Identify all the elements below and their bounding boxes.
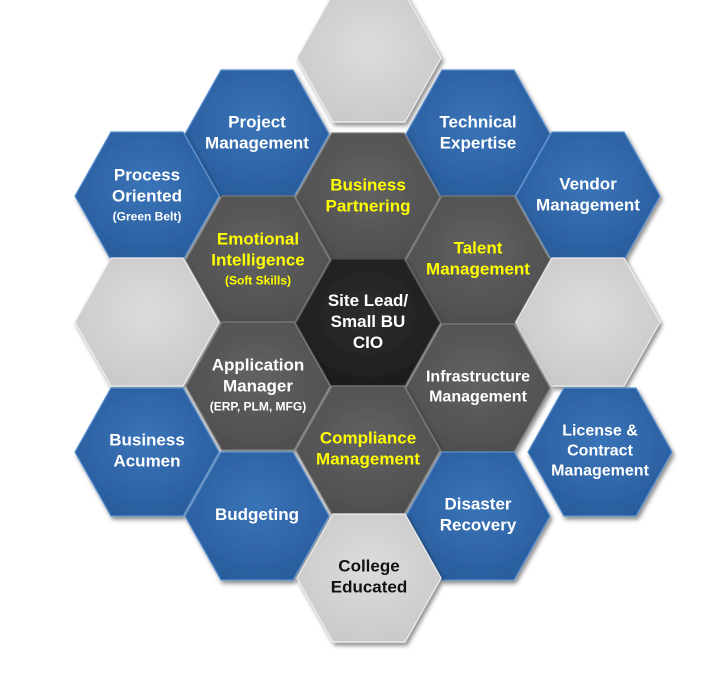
hexagon-sublabel: (Soft Skills) bbox=[225, 273, 291, 287]
hexagon-label-line: License & bbox=[562, 423, 638, 440]
hexagon-label-line: Management bbox=[205, 133, 309, 152]
hexagon-label-line: Management bbox=[551, 463, 649, 480]
hexagon-shape bbox=[74, 387, 220, 517]
hexagon-label-line: Budgeting bbox=[215, 505, 299, 524]
hexagon-label-line: Disaster bbox=[444, 494, 511, 513]
hexagon-label-line: Technical bbox=[439, 112, 516, 131]
hexagon-business-acumen: Business Acumen bbox=[74, 387, 220, 517]
hexagon-compliance-management: Compliance Management bbox=[295, 385, 441, 515]
hexagon-label-line: Manager bbox=[223, 376, 293, 395]
hexagon-label-line: Compliance bbox=[320, 428, 416, 447]
hexagon-label-line: Management bbox=[536, 195, 640, 214]
hexagon-label-line: Contract bbox=[567, 443, 633, 460]
hexagon-shape bbox=[515, 257, 661, 387]
hexagon-shape bbox=[184, 451, 330, 581]
hexagon-project-management: Project Management bbox=[184, 69, 330, 199]
hexagon-college-educated: College Educated bbox=[296, 513, 442, 643]
hexagon-right-blank bbox=[515, 257, 661, 387]
hexagon-sublabel: (ERP, PLM, MFG) bbox=[210, 399, 306, 413]
hexagon-label-line: Business bbox=[109, 430, 185, 449]
hexagon-label-line: Project bbox=[228, 112, 286, 131]
hexagon-shape bbox=[185, 321, 331, 451]
hexagon-site-lead: Site Lead/Small BU CIO bbox=[295, 258, 441, 388]
hexagon-sublabel: (Green Belt) bbox=[113, 209, 182, 223]
hexagon-label-line: Management bbox=[316, 449, 420, 468]
hexagon-shape bbox=[74, 257, 220, 387]
hexagon-label-line: Expertise bbox=[440, 133, 517, 152]
hexagon-label-line: Management bbox=[429, 389, 527, 406]
hexagon-label-line: Intelligence bbox=[211, 250, 305, 269]
hexagon-application-manager: Application Manager (ERP, PLM, MFG) bbox=[185, 321, 331, 451]
hexagon-label-line: Application bbox=[212, 355, 305, 374]
hexagon-label-line: Process bbox=[114, 165, 180, 184]
hexagon-label-line: College bbox=[338, 556, 399, 575]
hexagon-label-line: Infrastructure bbox=[426, 369, 530, 386]
hexagon-label-line: Business bbox=[330, 175, 406, 194]
hexagon-label-line: Small BU bbox=[331, 312, 406, 331]
hexagon-label-line: Educated bbox=[331, 577, 408, 596]
hexagon-label-line: CIO bbox=[353, 333, 383, 352]
hexagon-left-blank bbox=[74, 257, 220, 387]
hexagon-label-line: Oriented bbox=[112, 186, 182, 205]
hexagon-emotional-intelligence: Emotional Intelligence (Soft Skills) bbox=[185, 195, 331, 325]
hexagon-vendor-management: Vendor Management bbox=[515, 131, 661, 261]
hexagon-technical-expertise: Technical Expertise bbox=[405, 69, 551, 199]
hexagon-label-line: Talent bbox=[454, 238, 503, 257]
hexagon-license-contract-management: License & Contract Management bbox=[527, 387, 673, 517]
hexagon-shape bbox=[296, 0, 442, 123]
hexagon-label-line: Partnering bbox=[325, 196, 410, 215]
hexagon-process-oriented: Process Oriented (Green Belt) bbox=[74, 131, 220, 261]
hexagon-label-line: Site Lead/ bbox=[328, 291, 409, 310]
hexagon-talent-management: Talent Management bbox=[405, 195, 551, 325]
hexagon-label-line: Vendor bbox=[559, 174, 617, 193]
hexagon-label-line: Recovery bbox=[440, 515, 517, 534]
hexagon-label-line: Acumen bbox=[113, 451, 180, 470]
hexagon-label-line: Management bbox=[426, 259, 530, 278]
hexagon-budgeting: Budgeting bbox=[184, 451, 330, 581]
hexagon-shape bbox=[296, 513, 442, 643]
hexagon-top bbox=[296, 0, 442, 123]
hexagon-shape bbox=[527, 387, 673, 517]
hexagon-label-line: Emotional bbox=[217, 229, 299, 248]
